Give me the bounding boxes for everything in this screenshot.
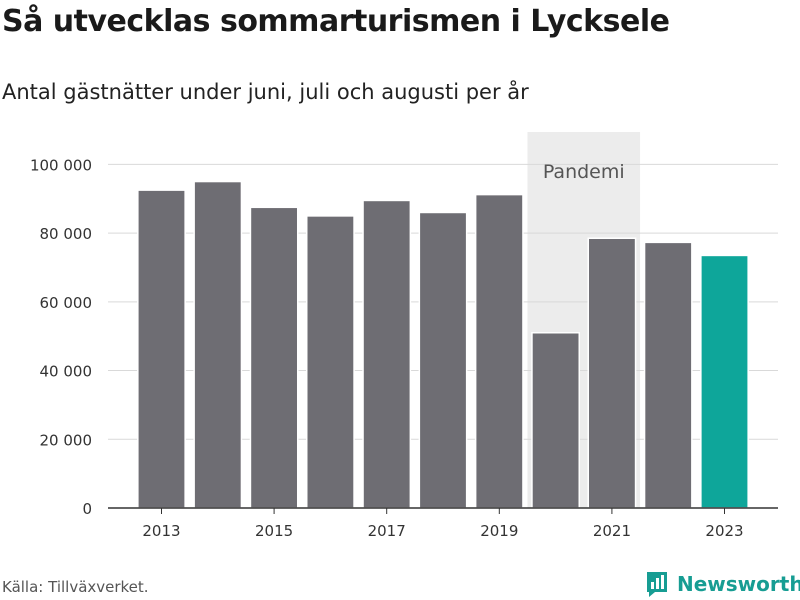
bar-2019 bbox=[474, 193, 524, 509]
y-tick-label: 0 bbox=[82, 500, 92, 518]
bar-2017 bbox=[362, 199, 412, 509]
newsworthy-logo: Newsworthy bbox=[645, 570, 800, 598]
x-tick-label: 2019 bbox=[480, 522, 518, 540]
bar-2020 bbox=[531, 331, 581, 509]
brand-name: Newsworthy bbox=[677, 572, 800, 596]
x-tick-label: 2021 bbox=[593, 522, 631, 540]
x-tick-label: 2013 bbox=[142, 522, 180, 540]
bar-2023 bbox=[700, 254, 749, 509]
bar-2021 bbox=[587, 237, 637, 509]
bar-2015 bbox=[249, 206, 299, 509]
bar-2022 bbox=[643, 241, 693, 509]
newsworthy-chart-icon bbox=[647, 572, 667, 597]
y-tick-label: 100 000 bbox=[30, 156, 92, 174]
chart-subtitle: Antal gästnätter under juni, juli och au… bbox=[2, 80, 529, 104]
y-tick-label: 60 000 bbox=[40, 294, 93, 312]
x-tick-label: 2017 bbox=[368, 522, 406, 540]
y-tick-label: 20 000 bbox=[40, 431, 93, 449]
bar-2016 bbox=[305, 215, 355, 509]
y-tick-label: 80 000 bbox=[40, 225, 93, 243]
x-tick-label: 2015 bbox=[255, 522, 293, 540]
source-note: Källa: Tillväxverket. bbox=[2, 578, 149, 596]
bar-2013 bbox=[137, 189, 186, 509]
y-tick-label: 40 000 bbox=[40, 363, 93, 381]
pandemic-label: Pandemi bbox=[543, 161, 625, 183]
chart-title: Så utvecklas sommarturismen i Lycksele bbox=[2, 4, 670, 39]
bar-2014 bbox=[193, 180, 243, 509]
x-tick-label: 2023 bbox=[705, 522, 743, 540]
bar-2018 bbox=[418, 211, 468, 509]
